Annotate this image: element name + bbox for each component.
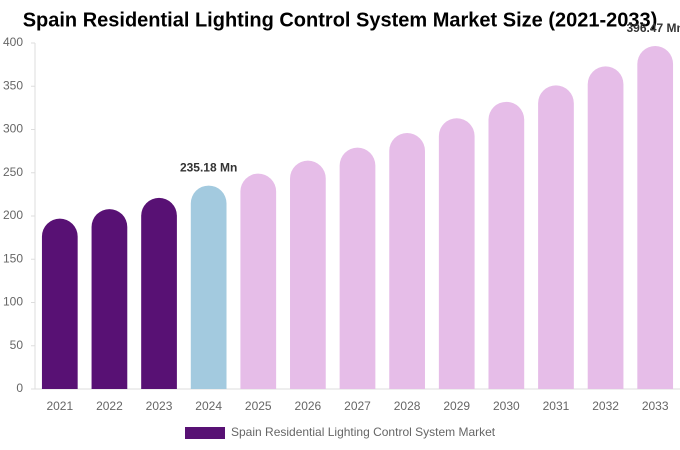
legend-label: Spain Residential Lighting Control Syste… [231,425,496,439]
x-tick-label: 2032 [592,399,619,413]
x-tick-label: 2031 [543,399,570,413]
x-tick-label: 2021 [46,399,73,413]
value-label: 235.18 Mn [180,161,237,175]
chart-title: Spain Residential Lighting Control Syste… [23,9,658,31]
bar [190,185,227,389]
bar [290,160,326,389]
x-tick-label: 2023 [146,399,173,413]
bar [587,66,624,389]
bar [240,173,277,389]
bar [141,197,177,389]
y-tick-label: 100 [3,295,23,309]
x-tick-label: 2030 [493,399,520,413]
bar [389,132,425,389]
y-tick-label: 0 [16,381,23,395]
x-tick-label: 2028 [394,399,421,413]
y-tick-label: 400 [3,35,23,49]
y-tick-label: 300 [3,122,23,136]
y-tick-label: 150 [3,251,23,265]
bar [438,118,475,389]
legend-swatch [185,427,225,439]
bar [41,218,78,389]
bar [91,209,128,389]
bar [339,147,376,389]
bar [538,85,574,389]
x-tick-label: 2033 [642,399,669,413]
value-label: 396.47 Mn [627,21,680,35]
x-tick-label: 2026 [295,399,322,413]
y-tick-label: 250 [3,165,23,179]
y-tick-label: 200 [3,208,23,222]
y-tick-label: 350 [3,78,23,92]
y-tick-label: 50 [10,338,24,352]
x-tick-label: 2025 [245,399,272,413]
bar [488,101,525,389]
x-tick-label: 2022 [96,399,123,413]
bar [637,46,674,389]
x-tick-label: 2027 [344,399,371,413]
x-tick-label: 2029 [443,399,470,413]
x-tick-label: 2024 [195,399,222,413]
